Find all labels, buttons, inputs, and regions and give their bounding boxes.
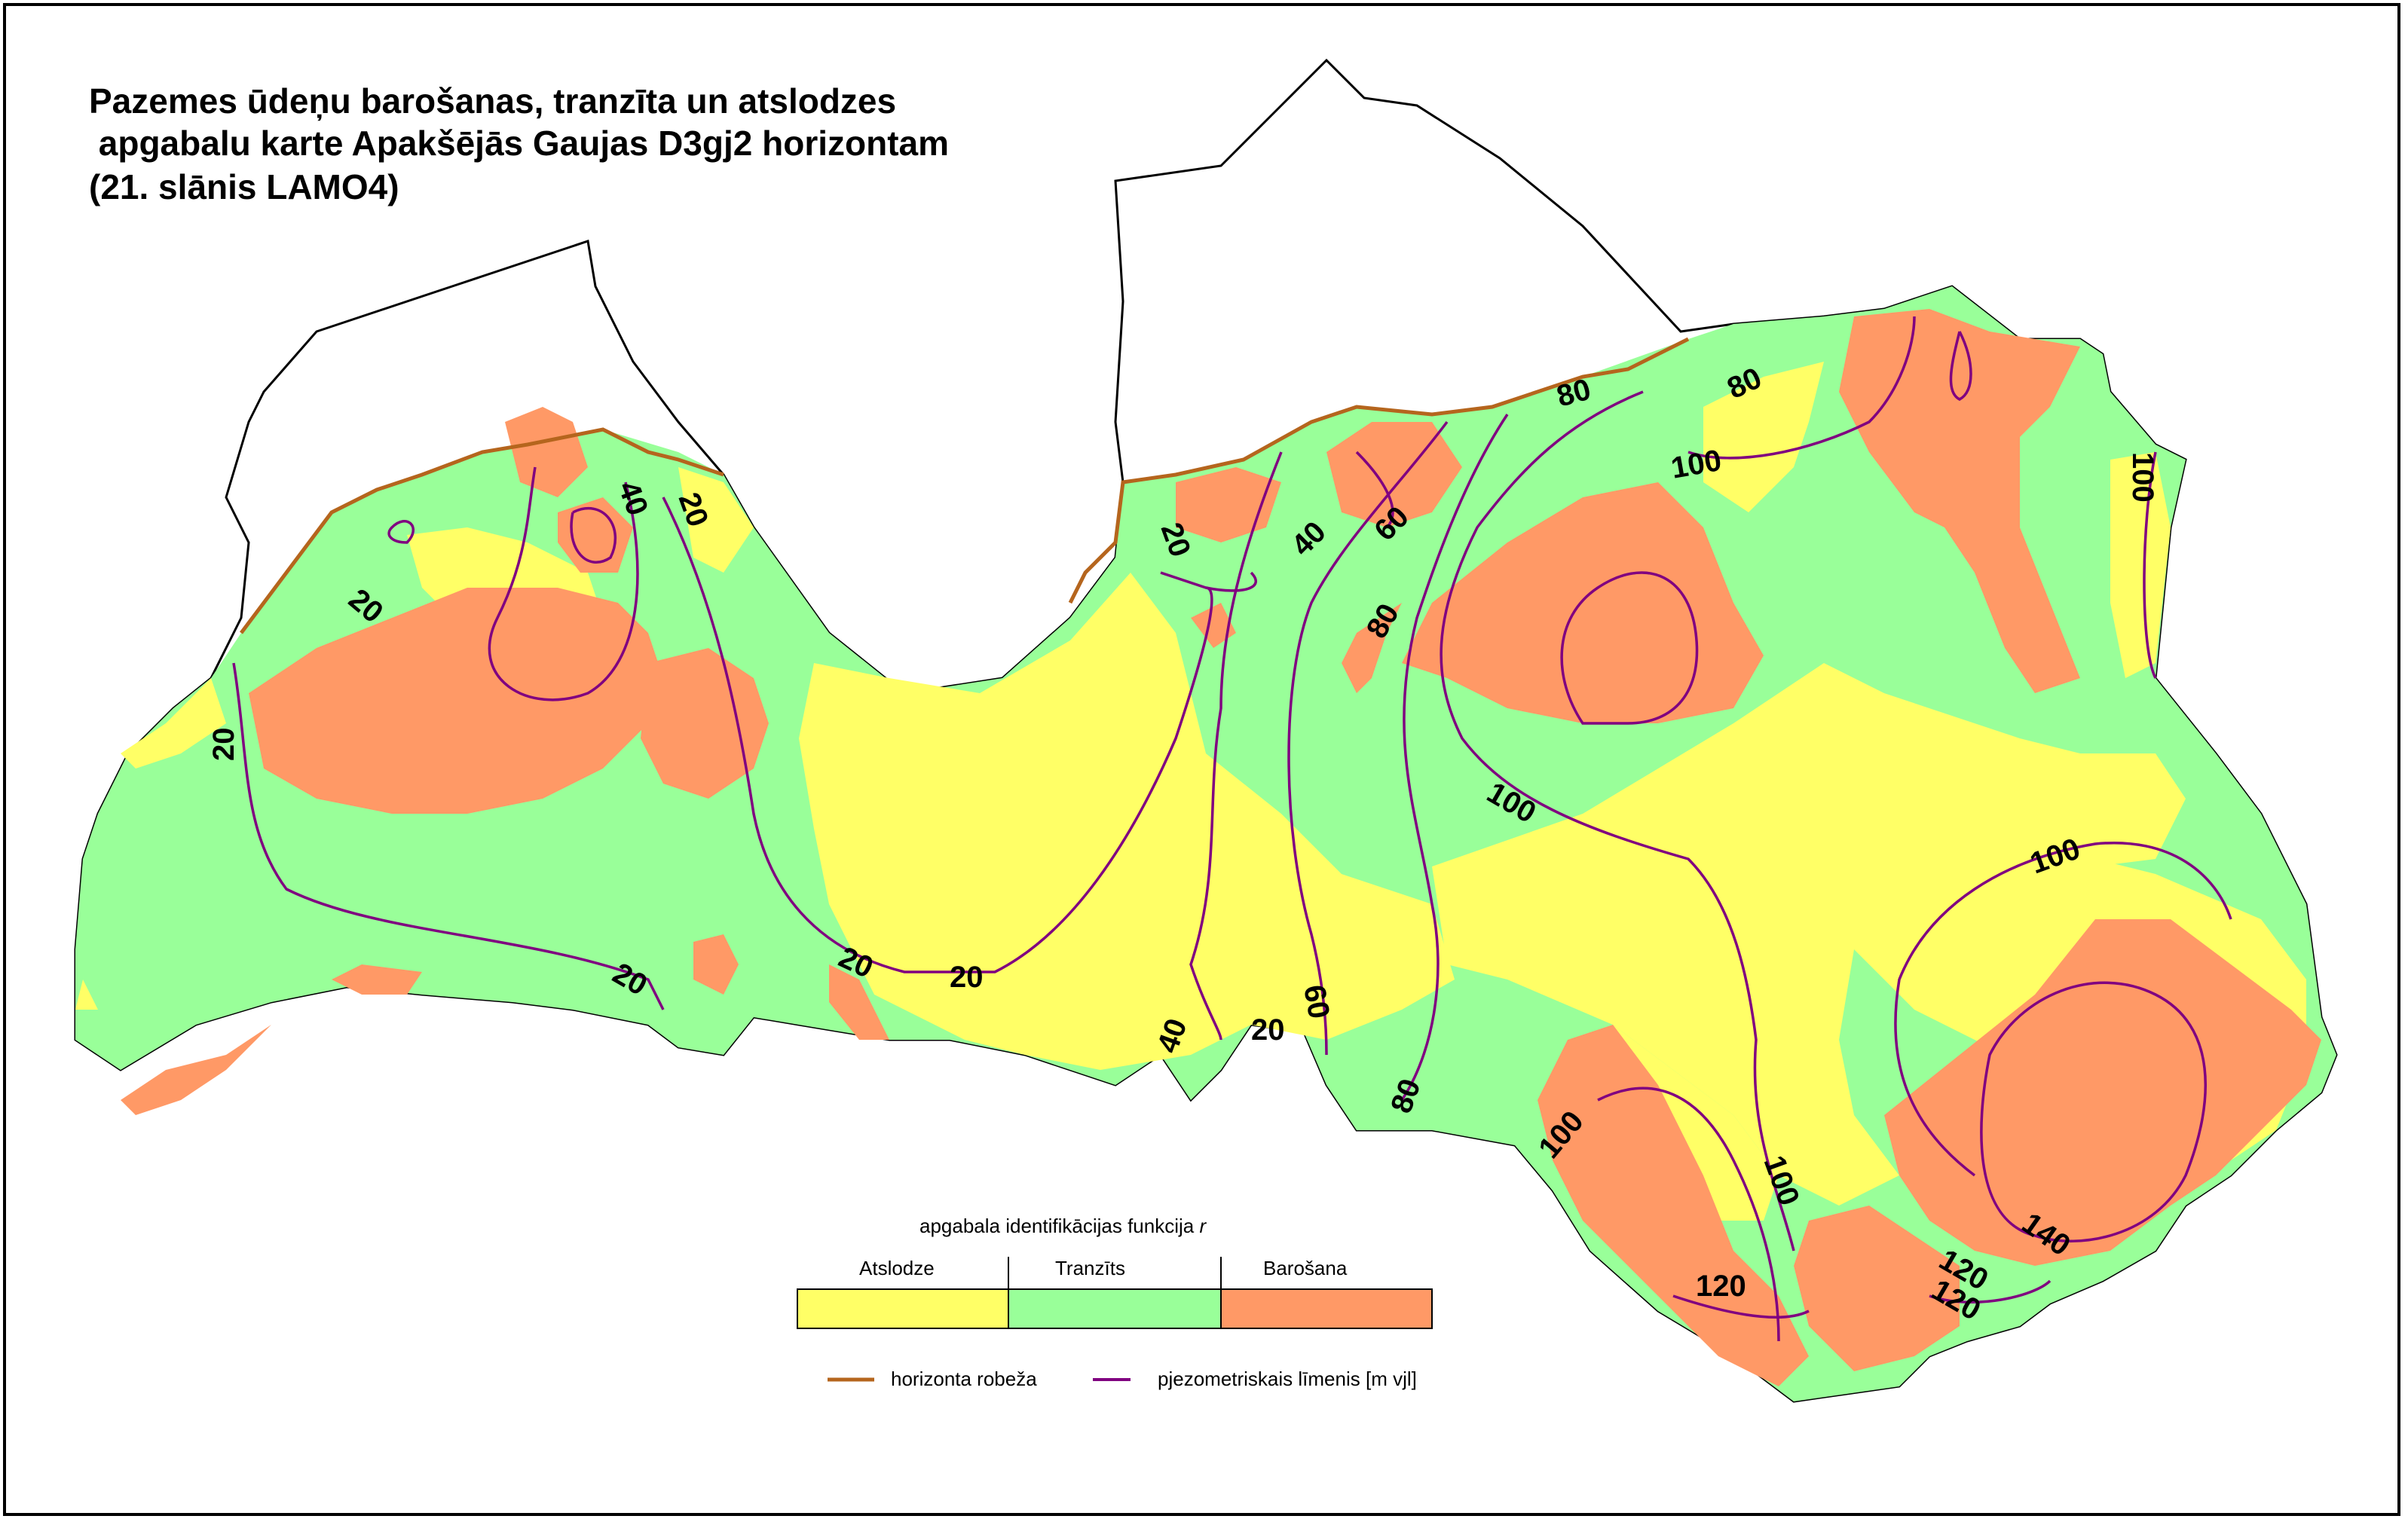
horizon-boundary-line (240, 337, 1690, 634)
legend-swatch-atslodze (797, 1288, 1009, 1329)
legend-color-bar (797, 1257, 1433, 1382)
isoline-label-5: 20 (950, 961, 984, 994)
legend-label-tranzits: Tranzīts (1055, 1257, 1125, 1279)
legend-boundary-label: horizonta robeža (891, 1368, 1037, 1390)
barosana-zones (121, 309, 2321, 1386)
isoline-label-13: 60 (1297, 983, 1336, 1021)
legend-swatch-barosana (1220, 1288, 1433, 1329)
legend-heading-variable: r (1199, 1215, 1207, 1237)
isoline-label-19: 100 (2126, 452, 2159, 503)
legend-heading-text: apgabala identifikācijas funkcija (919, 1215, 1200, 1237)
map-title-line-1: Pazemes ūdeņu barošanas, tranzīta un ats… (89, 81, 897, 121)
isoline-label-24: 120 (1696, 1270, 1746, 1303)
isoline-label-2: 20 (207, 728, 240, 762)
isolines (232, 316, 2232, 1342)
legend-swatch-tranzits (1008, 1288, 1222, 1329)
legend-heading: apgabala identifikācijas funkcija r (919, 1215, 1206, 1238)
isoline-label-8: 20 (1251, 1013, 1285, 1047)
legend-label-atslodze: Atslodze (859, 1257, 935, 1279)
legend-isoline-label: pjezometriskais līmenis [m vjl] (1158, 1368, 1417, 1390)
map-title-line-3: (21. slānis LAMO4) (89, 167, 399, 206)
legend-label-barosana: Barošana (1263, 1257, 1348, 1279)
map-title-line-2: apgabalu karte Apakšējās Gaujas D3gj2 ho… (89, 124, 950, 163)
map-frame (3, 3, 2400, 1516)
